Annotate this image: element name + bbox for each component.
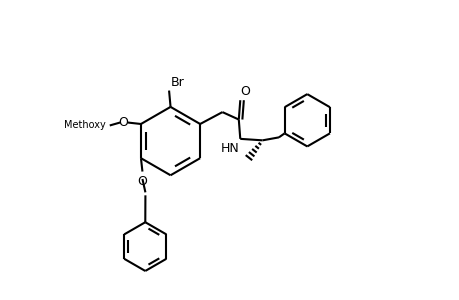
- Text: Methoxy: Methoxy: [63, 121, 105, 130]
- Text: O: O: [240, 85, 250, 98]
- Text: O: O: [118, 116, 128, 129]
- Text: HN: HN: [220, 142, 239, 155]
- Text: O: O: [137, 175, 147, 188]
- Text: Br: Br: [170, 76, 184, 89]
